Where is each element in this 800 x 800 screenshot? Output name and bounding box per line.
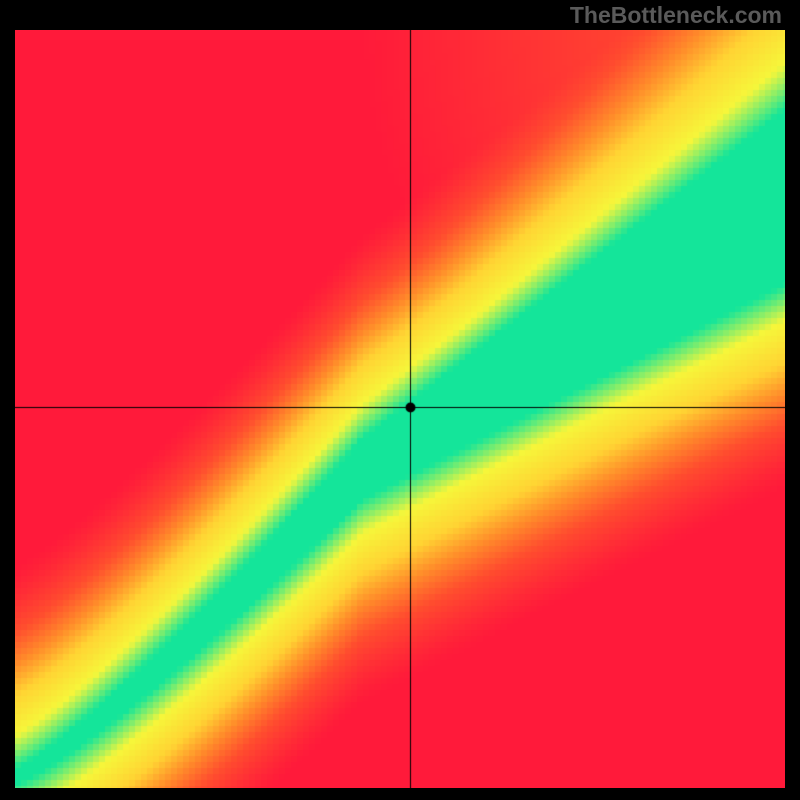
bottleneck-heatmap bbox=[15, 30, 785, 788]
watermark-text: TheBottleneck.com bbox=[570, 2, 782, 29]
chart-container: TheBottleneck.com bbox=[0, 0, 800, 800]
